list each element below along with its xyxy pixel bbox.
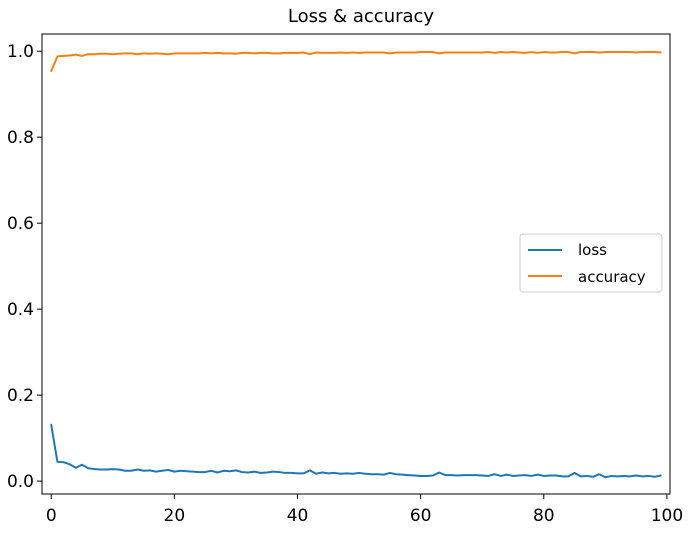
y-tick-label: 0.4 [7,300,34,320]
chart-title: Loss & accuracy [288,6,435,27]
series-line-loss [50,423,662,479]
legend-label-loss: loss [578,241,607,259]
x-tick-label: 80 [533,506,555,526]
series-layer [50,51,662,479]
x-tick-label: 20 [164,506,186,526]
legend-box [519,233,663,293]
x-tick-label: 100 [651,506,683,526]
y-tick-label: 0.6 [7,214,34,234]
plot-area-frame [41,33,671,495]
x-tick-label: 40 [287,506,309,526]
x-tick-label: 0 [46,506,57,526]
x-axis: 0 20 40 60 80 100 [46,494,683,526]
y-tick-label: 1.0 [7,42,34,62]
legend: loss accuracy [519,233,663,293]
series-line-accuracy [50,51,662,72]
y-axis: 0.0 0.2 0.4 0.6 0.8 1.0 [7,42,42,492]
legend-label-accuracy: accuracy [578,268,646,286]
x-tick-label: 60 [410,506,432,526]
y-tick-label: 0.0 [7,472,34,492]
y-tick-label: 0.8 [7,128,34,148]
y-tick-label: 0.2 [7,386,34,406]
